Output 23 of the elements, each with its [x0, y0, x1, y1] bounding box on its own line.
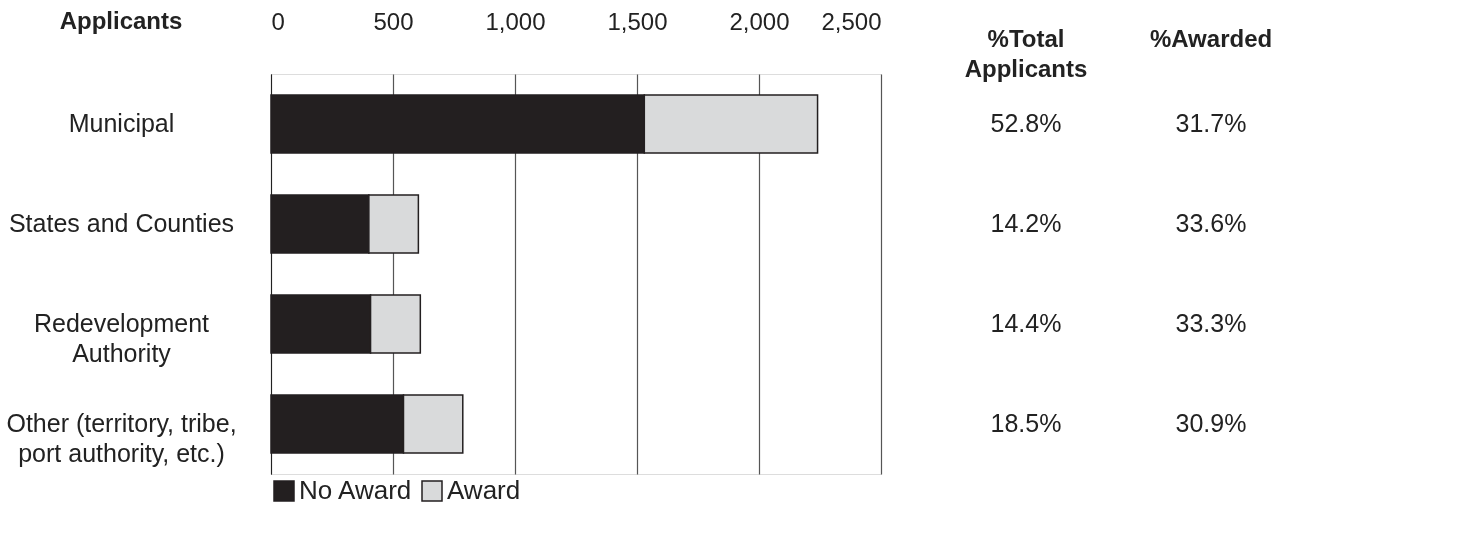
text: 33.6%	[1175, 209, 1247, 237]
text: %Awarded	[1149, 25, 1273, 52]
text: 14.4%	[990, 309, 1062, 337]
text: 31.7%	[1175, 109, 1247, 137]
y-axis-title: Applicants	[59, 7, 183, 34]
text: 14.2%	[990, 209, 1062, 237]
text: 30.9%	[1175, 409, 1247, 437]
x-tick-label: 1,000	[485, 7, 546, 35]
y-tick-label: States and Counties	[8, 209, 235, 237]
text: 33.3%	[1175, 309, 1247, 337]
legend-label: Award	[447, 475, 521, 505]
text: 18.5%	[990, 409, 1062, 437]
y-tick-label: Redevelopment Authority	[33, 309, 210, 367]
legend-label: No Award	[299, 475, 412, 505]
text: 52.8%	[990, 109, 1062, 137]
text: %Total Applicants	[964, 25, 1088, 82]
x-tick-label: 0	[271, 7, 285, 35]
y-tick-label: Municipal	[68, 109, 175, 137]
x-tick-label: 1,500	[607, 7, 668, 35]
x-tick-label: 2,000	[729, 7, 790, 35]
x-tick-label: 2,500	[821, 7, 882, 35]
y-tick-label: Other (territory, tribe, port authority, etc.)	[6, 409, 237, 467]
x-tick-label: 500	[373, 7, 414, 35]
